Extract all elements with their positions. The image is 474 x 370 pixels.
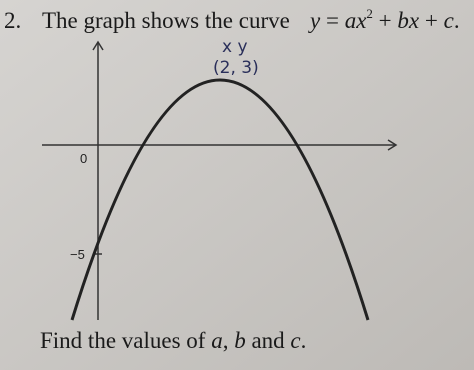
eq-part: y bbox=[308, 8, 321, 33]
eq-part: + bbox=[379, 8, 392, 33]
task-part: , bbox=[223, 328, 229, 353]
intercept-label: −5 bbox=[70, 247, 85, 262]
task-part: . bbox=[301, 328, 307, 353]
eq-exponent: 2 bbox=[366, 6, 373, 21]
y-arrow bbox=[92, 40, 104, 51]
eq-part: bx bbox=[397, 8, 420, 33]
origin-label: 0 bbox=[80, 151, 87, 166]
eq-part: . bbox=[454, 8, 460, 33]
handwritten-labels: x y bbox=[222, 37, 248, 57]
task-var: c bbox=[290, 328, 300, 353]
curve bbox=[70, 78, 370, 321]
eq-part: = bbox=[326, 8, 339, 33]
handwritten-point: (2, 3) bbox=[213, 58, 259, 78]
eq-part: + bbox=[425, 8, 438, 33]
task-text: Find the values of a, b and c. bbox=[40, 328, 306, 353]
equation: y = ax2 + bx + c. bbox=[308, 0, 460, 33]
task-part: Find the values of bbox=[40, 328, 206, 353]
task-var: b bbox=[234, 328, 246, 353]
x-arrow bbox=[387, 139, 398, 151]
question-number: 2. bbox=[4, 8, 21, 33]
eq-part: ax bbox=[345, 8, 368, 33]
task-var: a bbox=[211, 328, 223, 353]
task-part: and bbox=[251, 328, 285, 353]
eq-part: c bbox=[444, 8, 454, 33]
question-text: The graph shows the curve bbox=[42, 8, 290, 33]
